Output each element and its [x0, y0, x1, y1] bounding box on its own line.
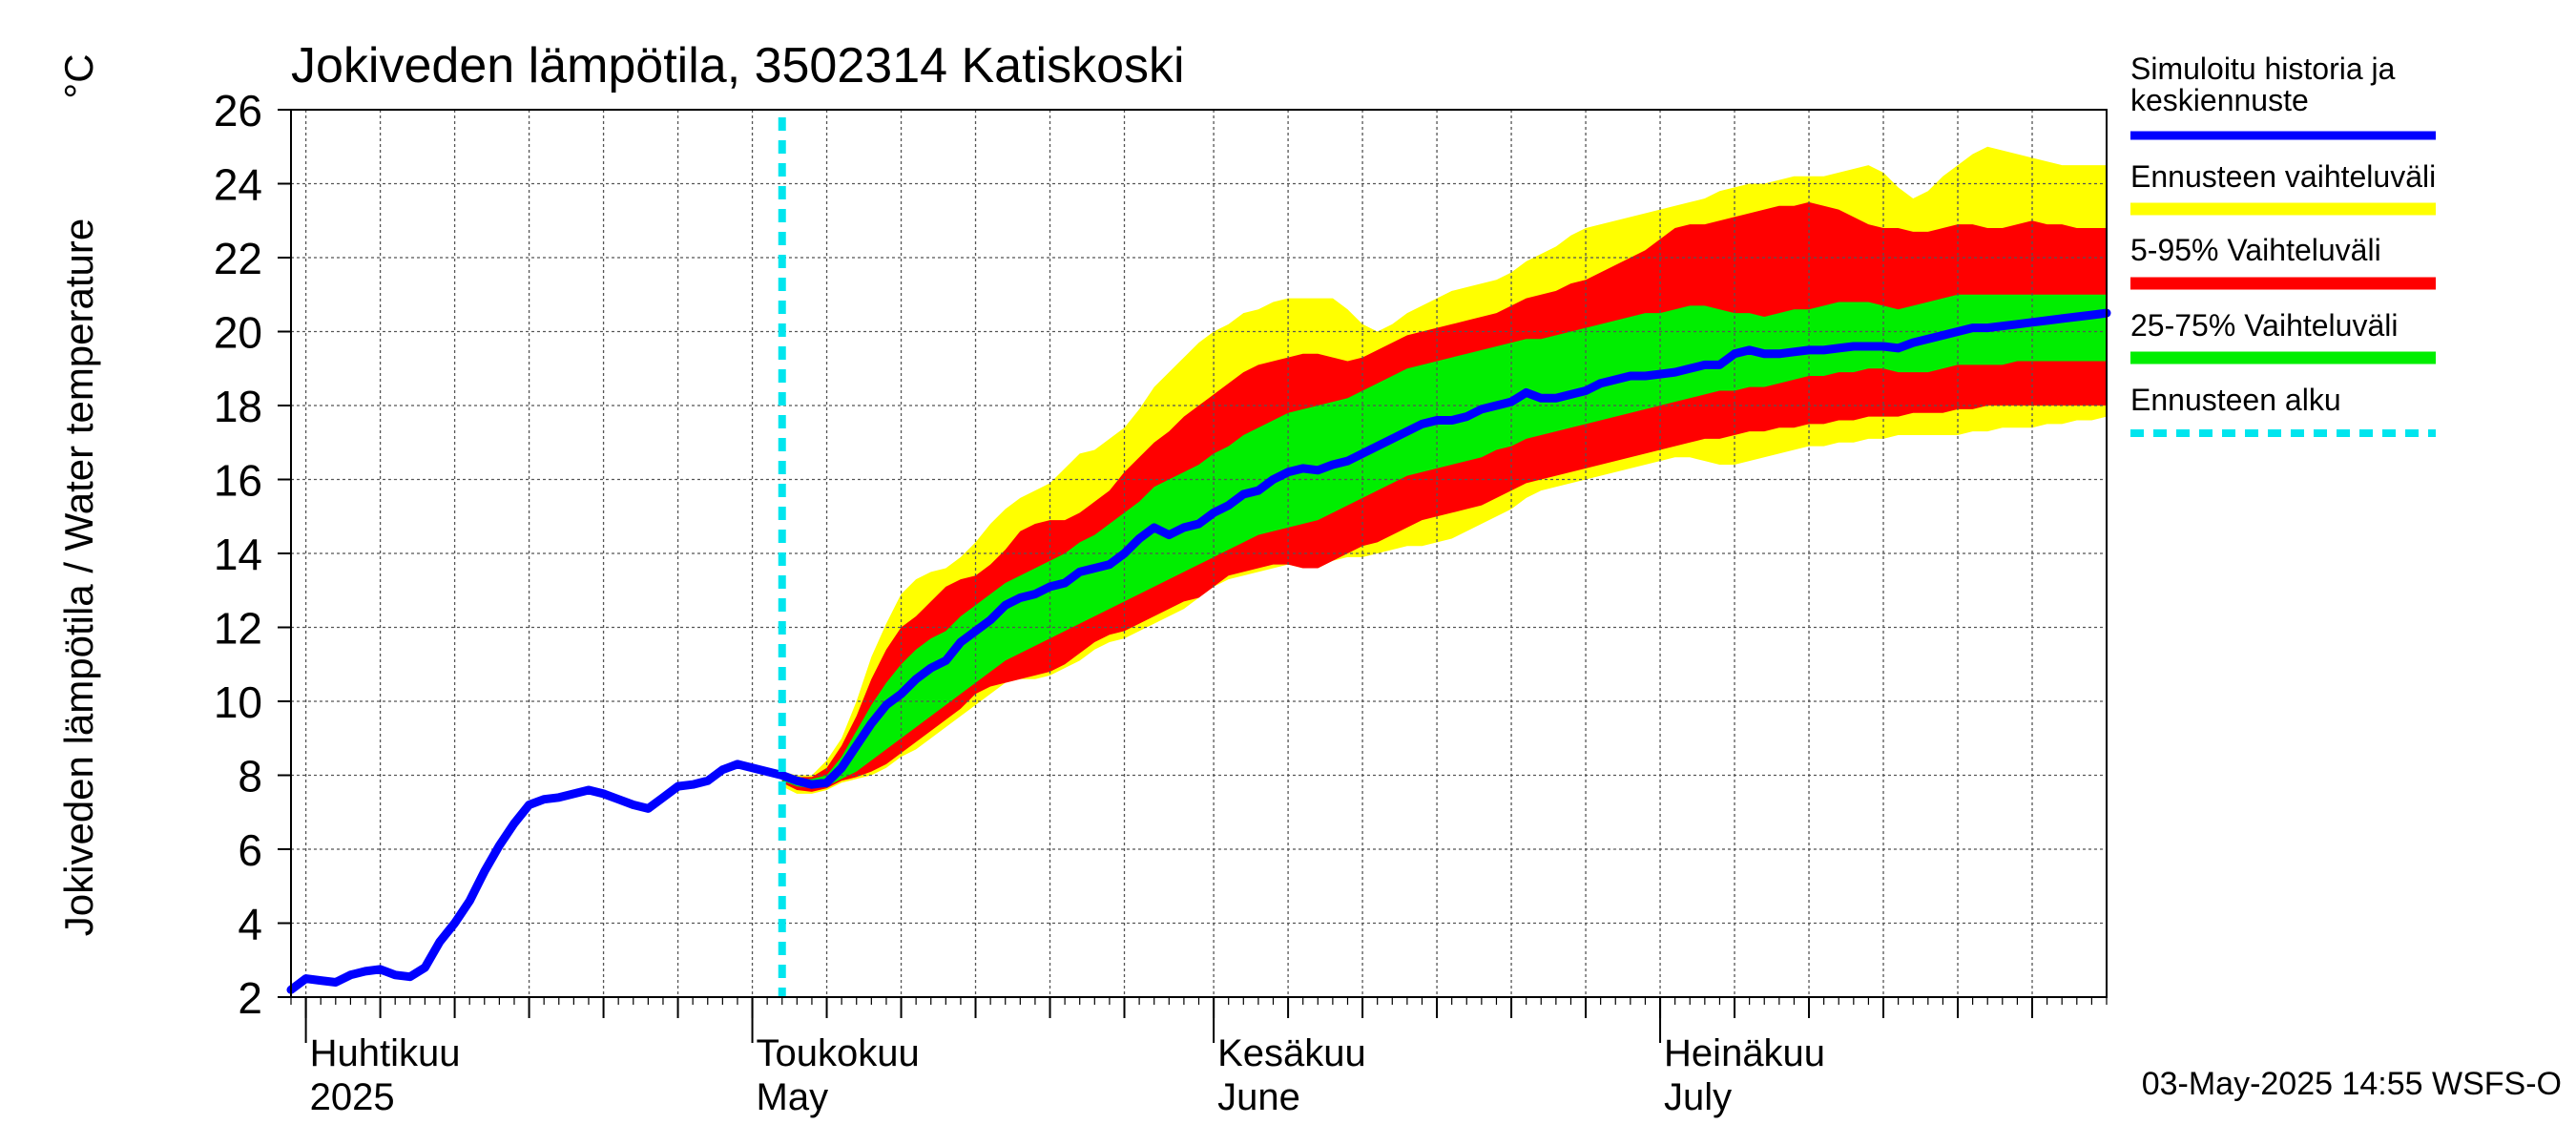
y-tick-label: 12 [214, 604, 262, 654]
month-label-fi: Kesäkuu [1217, 1032, 1366, 1074]
month-label-fi: Toukokuu [757, 1032, 920, 1074]
y-tick-label: 6 [238, 825, 262, 875]
legend-label: Ennusteen alku [2130, 383, 2341, 417]
y-tick-label: 22 [214, 234, 262, 283]
y-tick-label: 10 [214, 677, 262, 727]
month-label-en: June [1217, 1076, 1300, 1118]
y-axis-unit: °C [56, 53, 101, 98]
axes: 2468101214161820222426Huhtikuu2025Toukok… [214, 86, 2108, 1118]
legend-label: keskiennuste [2130, 83, 2309, 117]
y-tick-label: 24 [214, 160, 262, 210]
month-label-en: 2025 [310, 1076, 395, 1118]
series-line [286, 308, 2111, 994]
y-tick-label: 8 [238, 752, 262, 802]
grid [291, 109, 2107, 997]
footer-timestamp: 03-May-2025 14:55 WSFS-O [2142, 1066, 2562, 1102]
y-tick-label: 16 [214, 456, 262, 506]
chart-title: Jokiveden lämpötila, 3502314 Katiskoski [291, 38, 1185, 94]
y-tick-label: 4 [238, 900, 262, 949]
y-tick-label: 26 [214, 86, 262, 135]
y-tick-label: 2 [238, 973, 262, 1023]
month-label-en: July [1664, 1076, 1732, 1118]
overlay [286, 117, 2111, 997]
y-axis-label: Jokiveden lämpötila / Water temperature [56, 219, 101, 936]
month-label-fi: Heinäkuu [1664, 1032, 1825, 1074]
legend-label: Simuloitu historia ja [2130, 52, 2396, 86]
legend-label: 5-95% Vaihteluväli [2130, 233, 2381, 267]
y-tick-label: 18 [214, 382, 262, 431]
month-label-en: May [757, 1076, 829, 1118]
y-tick-label: 14 [214, 530, 262, 579]
legend-label: 25-75% Vaihteluväli [2130, 308, 2398, 343]
month-label-fi: Huhtikuu [310, 1032, 461, 1074]
legend-label: Ennusteen vaihteluväli [2130, 159, 2436, 194]
band-3 [781, 294, 2108, 789]
y-tick-label: 20 [214, 308, 262, 358]
